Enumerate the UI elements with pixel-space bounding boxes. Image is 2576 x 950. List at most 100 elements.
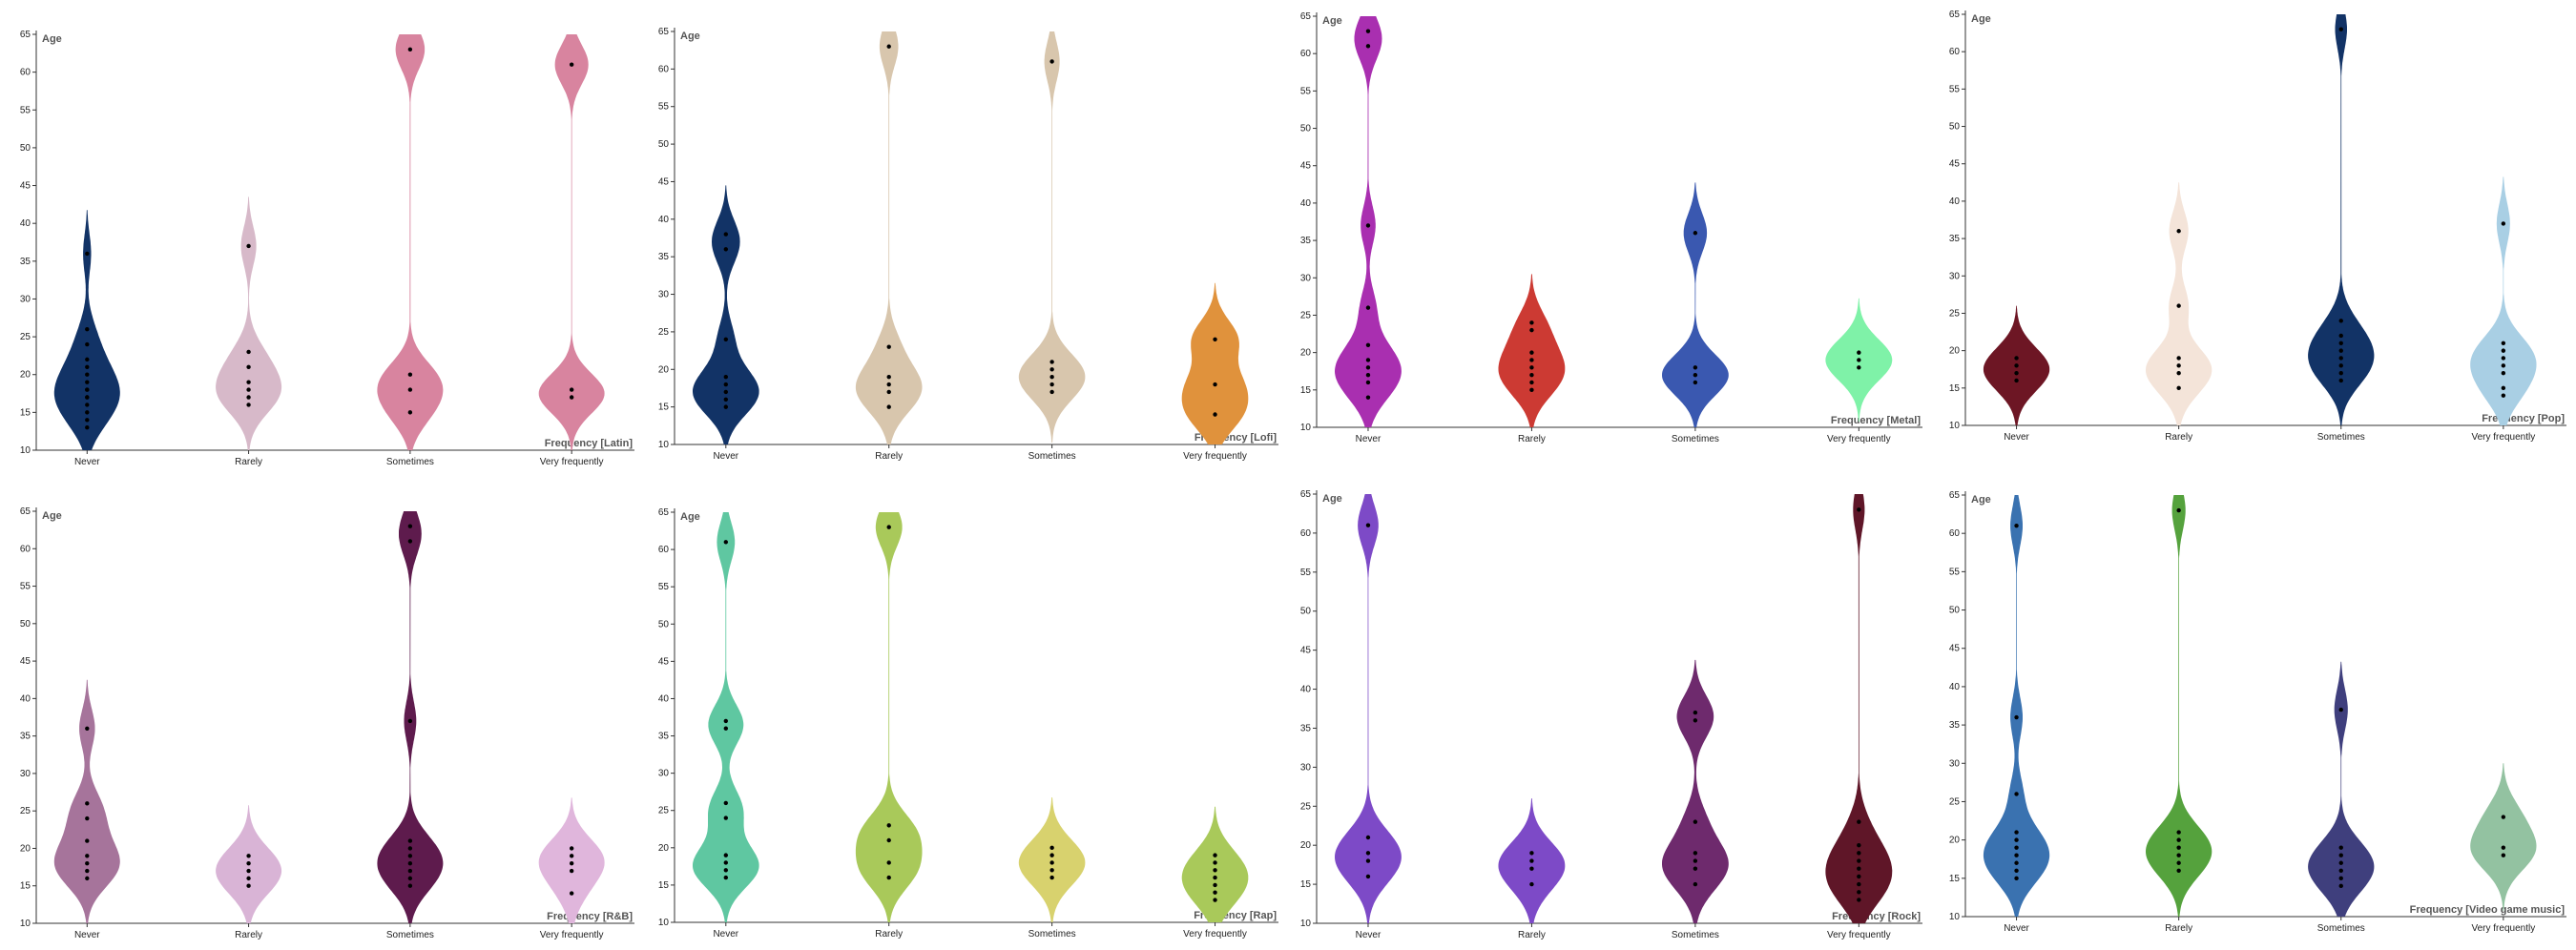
data-point [1857, 881, 1861, 887]
data-point [2338, 853, 2343, 857]
data-point [886, 389, 891, 395]
y-axis-label: Age [1322, 15, 1342, 27]
data-point [85, 860, 90, 866]
data-point [246, 860, 251, 866]
y-tick-label: 50 [1949, 606, 1961, 616]
y-tick-label: 30 [658, 290, 670, 300]
data-point [2501, 845, 2506, 850]
data-point [1049, 360, 1054, 364]
data-point [2176, 363, 2181, 368]
violin-shape [538, 797, 605, 923]
data-point [723, 860, 729, 865]
y-tick-label: 20 [1300, 348, 1312, 359]
data-point [1213, 412, 1217, 417]
data-point [2014, 845, 2019, 850]
violin-panel: 10 15 20 25 30 35 40 45 50 55 60 65 Age Frequency [Vi… [1949, 490, 2566, 934]
x-tick-label: Never [2004, 923, 2029, 934]
violin-shape [2308, 661, 2375, 917]
data-point [1365, 223, 1371, 228]
data-point [886, 44, 891, 49]
y-tick-label: 15 [1949, 383, 1961, 394]
data-point [85, 816, 90, 821]
data-point [2176, 845, 2181, 850]
y-tick-label: 50 [658, 139, 670, 150]
violin-shape [1335, 494, 1402, 923]
data-point [246, 349, 251, 355]
data-point [2501, 363, 2506, 368]
data-point [723, 382, 729, 387]
data-point [1693, 365, 1698, 370]
data-point [723, 337, 729, 341]
data-point [1693, 851, 1698, 856]
data-point [2501, 356, 2506, 361]
data-point [886, 404, 891, 409]
data-point [723, 875, 729, 880]
y-tick-label: 55 [20, 582, 31, 592]
data-point [1365, 342, 1371, 347]
data-point [2176, 385, 2181, 391]
y-tick-label: 30 [20, 294, 31, 304]
y-tick-label: 40 [1300, 198, 1312, 209]
y-tick-label: 35 [658, 732, 670, 742]
data-point [85, 425, 90, 430]
data-point [723, 800, 729, 806]
data-point [85, 387, 90, 392]
violin-shape [1181, 282, 1249, 444]
y-tick-label: 55 [20, 105, 31, 115]
y-tick-label: 30 [1949, 758, 1961, 769]
data-point [723, 247, 729, 252]
y-tick-label: 35 [1300, 723, 1312, 733]
data-point [246, 403, 251, 407]
data-point [2338, 348, 2343, 353]
y-tick-label: 45 [1949, 159, 1961, 170]
violin-panel: 10 15 20 25 30 35 40 45 50 55 60 65 Age Frequency [R&… [20, 506, 634, 940]
x-tick-label: Never [1356, 434, 1381, 444]
data-point [407, 868, 413, 874]
data-point [2176, 830, 2181, 835]
x-tick-label: Very frequently [540, 457, 604, 467]
data-point [1529, 858, 1534, 863]
data-point [246, 868, 251, 874]
y-tick-label: 25 [20, 806, 31, 816]
data-point [2501, 370, 2506, 376]
x-tick-label: Sometimes [386, 930, 434, 940]
data-point [1365, 305, 1371, 310]
y-tick-label: 15 [20, 881, 31, 892]
x-tick-label: Very frequently [2471, 432, 2535, 443]
y-tick-label: 15 [658, 880, 670, 891]
data-point [723, 232, 729, 237]
y-axis-label: Age [42, 33, 62, 45]
x-tick-label: Rarely [2165, 432, 2192, 443]
data-point [246, 395, 251, 400]
data-point [1529, 851, 1534, 856]
data-point [1529, 350, 1534, 355]
y-tick-label: 20 [658, 843, 670, 854]
data-point [1213, 882, 1217, 888]
data-point [2014, 714, 2019, 720]
data-point [2176, 370, 2181, 376]
data-point [723, 389, 729, 395]
violin-shape [855, 31, 923, 444]
y-tick-label: 30 [1949, 271, 1961, 281]
data-point [2338, 707, 2343, 712]
y-tick-label: 25 [658, 806, 670, 816]
data-point [2338, 883, 2343, 889]
data-point [2501, 348, 2506, 353]
data-point [2501, 385, 2506, 391]
data-point [569, 891, 574, 896]
y-tick-label: 25 [20, 332, 31, 342]
violin-shape [2470, 176, 2537, 425]
violin-shape [693, 512, 759, 922]
data-point [1365, 874, 1371, 879]
data-point [407, 372, 413, 377]
x-tick-label: Rarely [875, 451, 903, 462]
y-tick-label: 40 [20, 693, 31, 704]
y-tick-label: 20 [1949, 836, 1961, 846]
violin-shape [1825, 494, 1893, 923]
data-point [85, 854, 90, 858]
data-point [1049, 875, 1054, 880]
data-point [407, 860, 413, 866]
x-tick-label: Sometimes [1672, 434, 1719, 444]
data-point [569, 62, 574, 67]
